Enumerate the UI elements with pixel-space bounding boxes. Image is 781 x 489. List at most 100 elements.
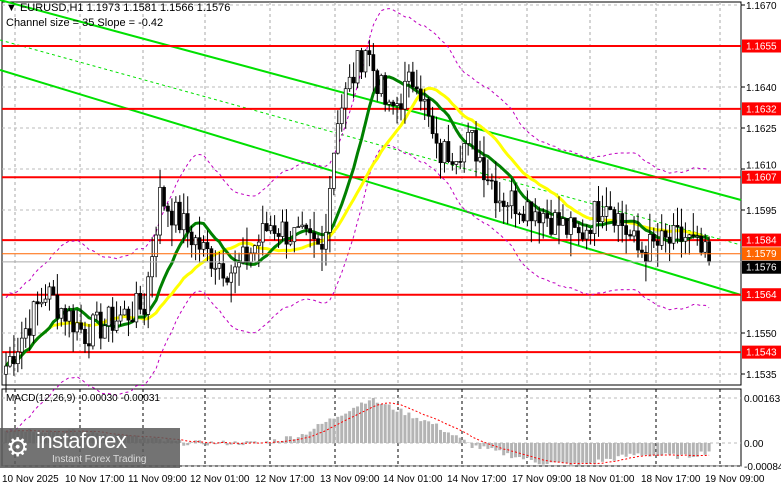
macd-histogram-bar bbox=[612, 443, 616, 461]
macd-histogram-bar bbox=[703, 443, 707, 455]
candle-body bbox=[683, 237, 688, 242]
macd-histogram-bar bbox=[344, 413, 348, 443]
candle-body bbox=[134, 293, 139, 323]
candle-body bbox=[47, 286, 52, 300]
candle-body bbox=[707, 241, 711, 263]
candle-body bbox=[703, 241, 708, 253]
macd-histogram-bar bbox=[541, 443, 545, 465]
macd-histogram-bar bbox=[652, 443, 656, 456]
candle-body bbox=[529, 201, 534, 222]
macd-histogram-bar bbox=[427, 421, 431, 443]
macd-histogram-bar bbox=[450, 435, 454, 443]
macd-histogram-bar bbox=[190, 442, 194, 443]
macd-histogram-bar bbox=[585, 443, 589, 465]
macd-histogram-bar bbox=[245, 441, 249, 443]
macd-histogram-bar bbox=[537, 443, 541, 465]
main-plot-frame bbox=[1, 1, 742, 386]
macd-histogram-bar bbox=[679, 443, 683, 455]
macd-histogram-bar bbox=[628, 443, 632, 454]
y-tick-label: 1.1535 bbox=[746, 370, 777, 381]
level-price-tag bbox=[742, 39, 781, 53]
macd-histogram-bar bbox=[403, 415, 407, 443]
macd-histogram-bar bbox=[387, 404, 391, 443]
candle-body bbox=[39, 301, 44, 305]
candle-body bbox=[150, 256, 154, 278]
logo-name: instaforex bbox=[36, 428, 127, 453]
macd-histogram-bar bbox=[668, 443, 672, 455]
dropdown-icon[interactable]: ▼ bbox=[6, 2, 20, 14]
macd-tick-label: -0.00084 bbox=[744, 462, 781, 473]
macd-histogram-bar bbox=[525, 443, 529, 458]
candle-body bbox=[411, 71, 415, 88]
candle-body bbox=[94, 311, 99, 316]
candle-body bbox=[596, 201, 601, 223]
instaforex-logo: ⚙ instaforex Instant Forex Trading bbox=[0, 428, 180, 468]
candle-body bbox=[162, 187, 166, 207]
candle-body bbox=[332, 152, 336, 189]
x-tick-label: 12 Nov 01:00 bbox=[190, 474, 250, 485]
candle-body bbox=[549, 217, 553, 235]
current-price-label: 1.1576 bbox=[746, 263, 777, 274]
candle-body bbox=[553, 212, 557, 235]
x-tick-label: 17 Nov 09:00 bbox=[512, 474, 572, 485]
candle-body bbox=[59, 308, 64, 319]
candle-body bbox=[572, 217, 577, 228]
candle-body bbox=[83, 328, 87, 344]
candle-body bbox=[91, 314, 95, 347]
candle-body bbox=[687, 234, 692, 238]
candle-body bbox=[387, 101, 391, 105]
candle-body bbox=[486, 179, 490, 182]
candle-body bbox=[442, 141, 447, 164]
macd-histogram-bar bbox=[324, 421, 328, 443]
candle-body bbox=[592, 201, 597, 234]
candle-body bbox=[264, 223, 269, 232]
candle-body bbox=[256, 241, 261, 247]
macd-histogram-bar bbox=[608, 443, 612, 459]
macd-histogram-bar bbox=[486, 443, 490, 449]
candle-body bbox=[383, 75, 388, 105]
macd-histogram-bar bbox=[683, 443, 687, 455]
candle-body bbox=[177, 201, 182, 231]
candle-body bbox=[414, 86, 419, 90]
macd-histogram-bar bbox=[340, 415, 344, 443]
candle-body bbox=[27, 328, 32, 336]
candle-body bbox=[640, 249, 644, 253]
macd-histogram-bar bbox=[699, 443, 703, 452]
channel-mid-line bbox=[0, 39, 742, 246]
candle-body bbox=[474, 130, 478, 162]
macd-histogram-bar bbox=[498, 443, 502, 451]
macd-histogram-bar bbox=[336, 416, 340, 443]
macd-histogram-bar bbox=[648, 443, 652, 457]
x-tick-label: 13 Nov 09:00 bbox=[320, 474, 380, 485]
candle-body bbox=[146, 276, 151, 315]
macd-histogram-bar bbox=[687, 443, 691, 458]
macd-histogram-bar bbox=[328, 418, 332, 443]
macd-histogram-bar bbox=[454, 435, 458, 443]
candle-body bbox=[324, 232, 328, 250]
x-tick-label: 18 Nov 17:00 bbox=[641, 474, 701, 485]
candle-body bbox=[98, 311, 103, 339]
candle-body bbox=[490, 179, 494, 182]
candle-body bbox=[276, 233, 281, 237]
macd-histogram-bar bbox=[209, 441, 213, 443]
x-tick-label: 14 Nov 17:00 bbox=[447, 474, 507, 485]
candle-body bbox=[501, 200, 506, 207]
macd-histogram-bar bbox=[217, 442, 221, 443]
candle-body bbox=[584, 229, 589, 240]
candle-body bbox=[75, 322, 79, 333]
candle-body bbox=[363, 50, 368, 73]
candle-body bbox=[462, 143, 467, 163]
candle-body bbox=[679, 226, 684, 242]
candle-body bbox=[446, 141, 451, 162]
macd-histogram-bar bbox=[644, 443, 648, 455]
bollinger-lower bbox=[5, 144, 710, 435]
macd-histogram-bar bbox=[707, 443, 711, 452]
macd-histogram-bar bbox=[288, 436, 292, 443]
candle-body bbox=[545, 213, 550, 219]
macd-histogram-bar bbox=[600, 443, 604, 462]
candle-body bbox=[197, 237, 202, 250]
candle-body bbox=[521, 213, 526, 222]
level-price-label: 1.1564 bbox=[746, 290, 777, 301]
macd-histogram-bar bbox=[435, 423, 439, 443]
candle-body bbox=[493, 180, 498, 204]
